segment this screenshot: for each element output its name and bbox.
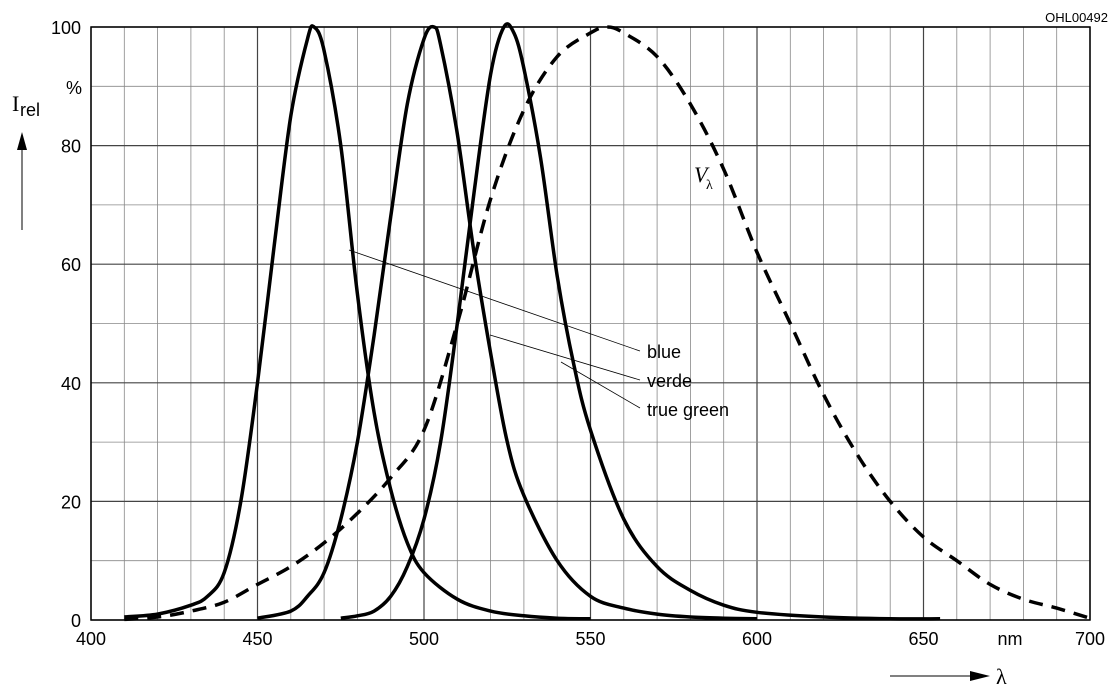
- x-tick-label: 600: [742, 629, 772, 649]
- series-line-v: [124, 25, 1091, 622]
- series-line-verde: [257, 24, 758, 621]
- v-lambda-label: V: [694, 162, 710, 187]
- y-tick-label: 100: [51, 18, 81, 38]
- curves: [124, 22, 1091, 622]
- y-tick-label: 80: [61, 137, 81, 157]
- label-verde: verde: [647, 371, 692, 391]
- x-tick-label: 550: [575, 629, 605, 649]
- figure-code: OHL00492: [1045, 10, 1108, 25]
- y-tick-label: 20: [61, 492, 81, 512]
- x-tick-label: 400: [76, 629, 106, 649]
- label-true-green: true green: [647, 400, 729, 420]
- x-unit-label: nm: [997, 629, 1022, 649]
- x-tick-label: 450: [242, 629, 272, 649]
- series-line-blue: [124, 24, 591, 621]
- blue-leader-line: [348, 249, 641, 352]
- y-tick-label: 0: [71, 611, 81, 631]
- x-axis-label: λ: [996, 664, 1007, 689]
- x-tick-label: 650: [908, 629, 938, 649]
- x-tick-labels: 400 450 500 550 600 650 700: [76, 629, 1105, 649]
- x-tick-label: 500: [409, 629, 439, 649]
- y-tick-labels: 0 20 40 60 80 100: [51, 18, 81, 631]
- series-line-true-green: [340, 22, 941, 621]
- x-axis-arrow-head: [970, 671, 990, 681]
- y-tick-label: 60: [61, 255, 81, 275]
- y-axis-arrow-head: [17, 132, 27, 150]
- y-tick-label: 40: [61, 374, 81, 394]
- verde-leader-line: [489, 334, 641, 381]
- true-green-leader-line: [560, 361, 641, 409]
- y-unit-label: %: [66, 78, 82, 98]
- x-tick-label: 700: [1075, 629, 1105, 649]
- label-blue: blue: [647, 342, 681, 362]
- y-axis-label: I: [12, 91, 19, 116]
- y-axis-label-subscript: rel: [20, 100, 40, 120]
- plot-frame: [90, 26, 1091, 621]
- v-lambda-subscript: λ: [706, 178, 713, 193]
- grid: [90, 26, 1091, 621]
